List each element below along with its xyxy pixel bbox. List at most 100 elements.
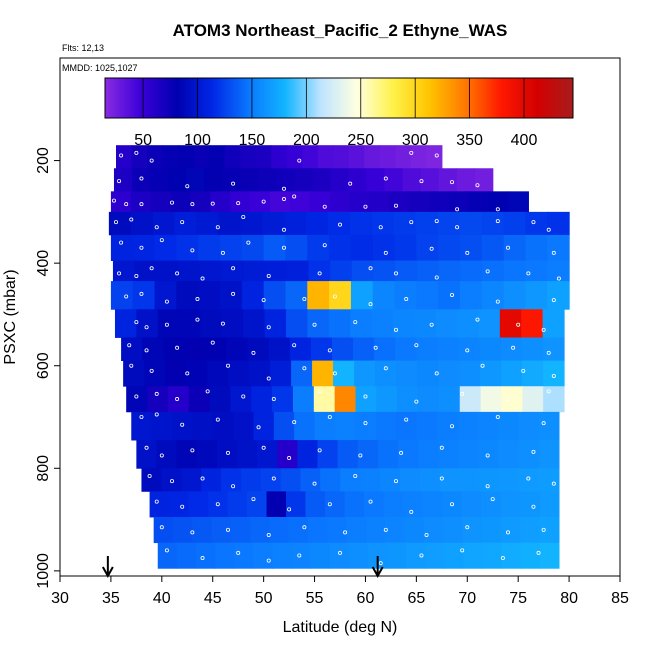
y-tick-label: 600 — [35, 352, 52, 379]
heatmap-cell — [147, 145, 164, 169]
heatmap-cell — [157, 542, 178, 569]
heatmap-cell — [520, 542, 541, 569]
heatmap-cell — [414, 309, 437, 338]
sample-point — [139, 291, 144, 296]
heatmap-cell — [230, 386, 252, 413]
heatmap-cell — [307, 281, 330, 310]
sample-point — [231, 181, 236, 186]
heatmap-cell — [426, 145, 443, 169]
x-tick-label: 80 — [560, 590, 578, 607]
sample-point — [117, 271, 122, 276]
heatmap-cell — [547, 260, 570, 282]
heatmap-cell — [205, 337, 228, 361]
heatmap-cell — [297, 440, 319, 469]
heatmap-cell — [181, 468, 202, 492]
arrow-marker — [101, 556, 114, 579]
sample-point — [292, 194, 297, 199]
heatmap-cell — [240, 145, 257, 169]
heatmap-cell — [428, 191, 450, 213]
sample-point — [266, 325, 271, 330]
heatmap-cell — [291, 542, 312, 569]
heatmap-cell — [344, 491, 365, 518]
heatmap-cell — [481, 234, 505, 261]
sample-point — [460, 548, 465, 553]
heatmap-cell — [353, 337, 375, 361]
sample-point — [302, 366, 307, 371]
heatmap-cell — [241, 281, 265, 310]
sample-point — [541, 527, 546, 532]
sample-point — [180, 504, 185, 509]
heatmap-cell — [416, 411, 438, 441]
sample-point — [327, 415, 332, 420]
heatmap-cell — [539, 542, 560, 569]
sample-point — [511, 345, 516, 350]
sample-point — [332, 371, 337, 376]
sample-point — [271, 476, 276, 481]
x-axis-label: Latitude (deg N) — [283, 619, 398, 636]
sample-point — [210, 340, 215, 345]
sample-point — [119, 153, 124, 158]
heatmap-cell — [417, 360, 439, 387]
heatmap-cell — [163, 337, 185, 361]
heatmap-cell — [525, 211, 548, 236]
heatmap-cell — [525, 281, 548, 310]
sample-point — [251, 497, 256, 502]
heatmap-cell — [409, 191, 430, 213]
heatmap-cell — [291, 360, 313, 387]
heatmap-cell — [444, 542, 464, 569]
heatmap-cell — [196, 440, 218, 469]
sample-point — [215, 502, 220, 507]
heatmap-cell — [156, 260, 179, 282]
x-tick-label: 55 — [306, 590, 324, 607]
heatmap-cell — [397, 440, 419, 469]
sample-point — [358, 453, 363, 458]
sample-point — [271, 397, 276, 402]
heatmap-cell — [152, 211, 176, 236]
sample-point — [378, 561, 383, 566]
heatmap-cell — [460, 260, 483, 282]
heatmap-cell — [157, 309, 180, 338]
heatmap-cell — [150, 191, 172, 213]
sample-point — [495, 299, 500, 304]
sample-point — [261, 445, 266, 450]
heatmap-cell — [328, 309, 351, 338]
sample-point — [149, 266, 154, 271]
heatmap-cell — [289, 191, 311, 213]
heatmap-cell — [329, 234, 352, 261]
heatmap-cell — [294, 411, 316, 441]
sample-point — [393, 479, 398, 484]
sample-point — [134, 320, 139, 325]
heatmap-cell — [392, 309, 415, 338]
heatmap-cell — [406, 542, 426, 569]
heatmap-cell — [292, 386, 315, 413]
heatmap-cell — [525, 260, 548, 282]
sample-point — [475, 183, 480, 188]
heatmap-cell — [144, 360, 166, 387]
sample-point — [185, 184, 190, 189]
heatmap-cell — [162, 145, 179, 169]
sample-point — [225, 363, 230, 368]
sample-point — [134, 394, 139, 399]
heatmap-cell — [165, 360, 187, 387]
heatmap-cell — [438, 234, 461, 261]
heatmap-cell — [349, 191, 370, 213]
heatmap-cell — [193, 145, 210, 169]
sample-point — [190, 248, 195, 253]
sample-point — [159, 525, 164, 530]
colorbar-fill — [105, 78, 573, 118]
heatmap-cell — [385, 517, 406, 544]
sample-point — [175, 397, 180, 402]
heatmap-cell — [543, 360, 565, 387]
sample-point — [521, 368, 526, 373]
heatmap-cell — [132, 234, 156, 261]
sample-point — [455, 225, 460, 230]
heatmap-cell — [300, 468, 321, 492]
sample-point — [546, 350, 551, 355]
heatmap-cell — [377, 440, 399, 469]
heatmap-cell — [234, 542, 254, 569]
colorbar-tick-label: 100 — [184, 132, 211, 149]
sample-point — [292, 420, 297, 425]
sample-point — [500, 556, 505, 561]
heatmap-cell — [147, 386, 169, 413]
heatmap-cell — [207, 360, 229, 387]
